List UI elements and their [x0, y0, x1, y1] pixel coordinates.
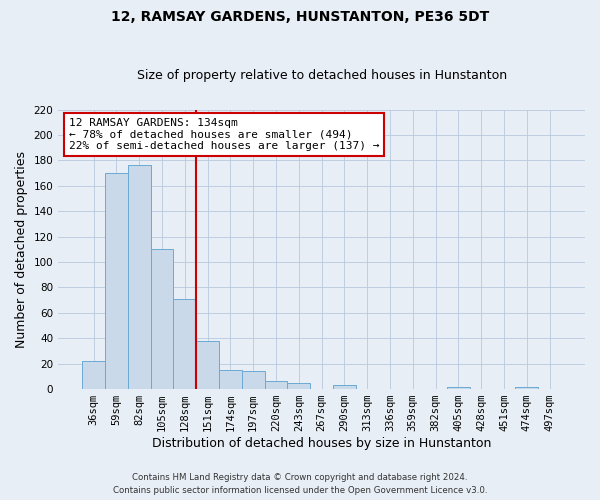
Text: 12 RAMSAY GARDENS: 134sqm
← 78% of detached houses are smaller (494)
22% of semi: 12 RAMSAY GARDENS: 134sqm ← 78% of detac…	[69, 118, 379, 151]
Bar	[447, 386, 470, 389]
Text: Contains HM Land Registry data © Crown copyright and database right 2024.
Contai: Contains HM Land Registry data © Crown c…	[113, 474, 487, 495]
Bar	[219, 370, 242, 389]
X-axis label: Distribution of detached houses by size in Hunstanton: Distribution of detached houses by size …	[152, 437, 491, 450]
Title: Size of property relative to detached houses in Hunstanton: Size of property relative to detached ho…	[137, 69, 506, 82]
Bar	[515, 386, 538, 389]
Bar	[173, 299, 196, 389]
Bar	[128, 166, 151, 389]
Bar	[287, 382, 310, 389]
Bar	[196, 341, 219, 389]
Y-axis label: Number of detached properties: Number of detached properties	[15, 151, 28, 348]
Bar	[105, 173, 128, 389]
Text: 12, RAMSAY GARDENS, HUNSTANTON, PE36 5DT: 12, RAMSAY GARDENS, HUNSTANTON, PE36 5DT	[111, 10, 489, 24]
Bar	[333, 386, 356, 389]
Bar	[82, 361, 105, 389]
Bar	[242, 372, 265, 389]
Bar	[151, 250, 173, 389]
Bar	[265, 382, 287, 389]
